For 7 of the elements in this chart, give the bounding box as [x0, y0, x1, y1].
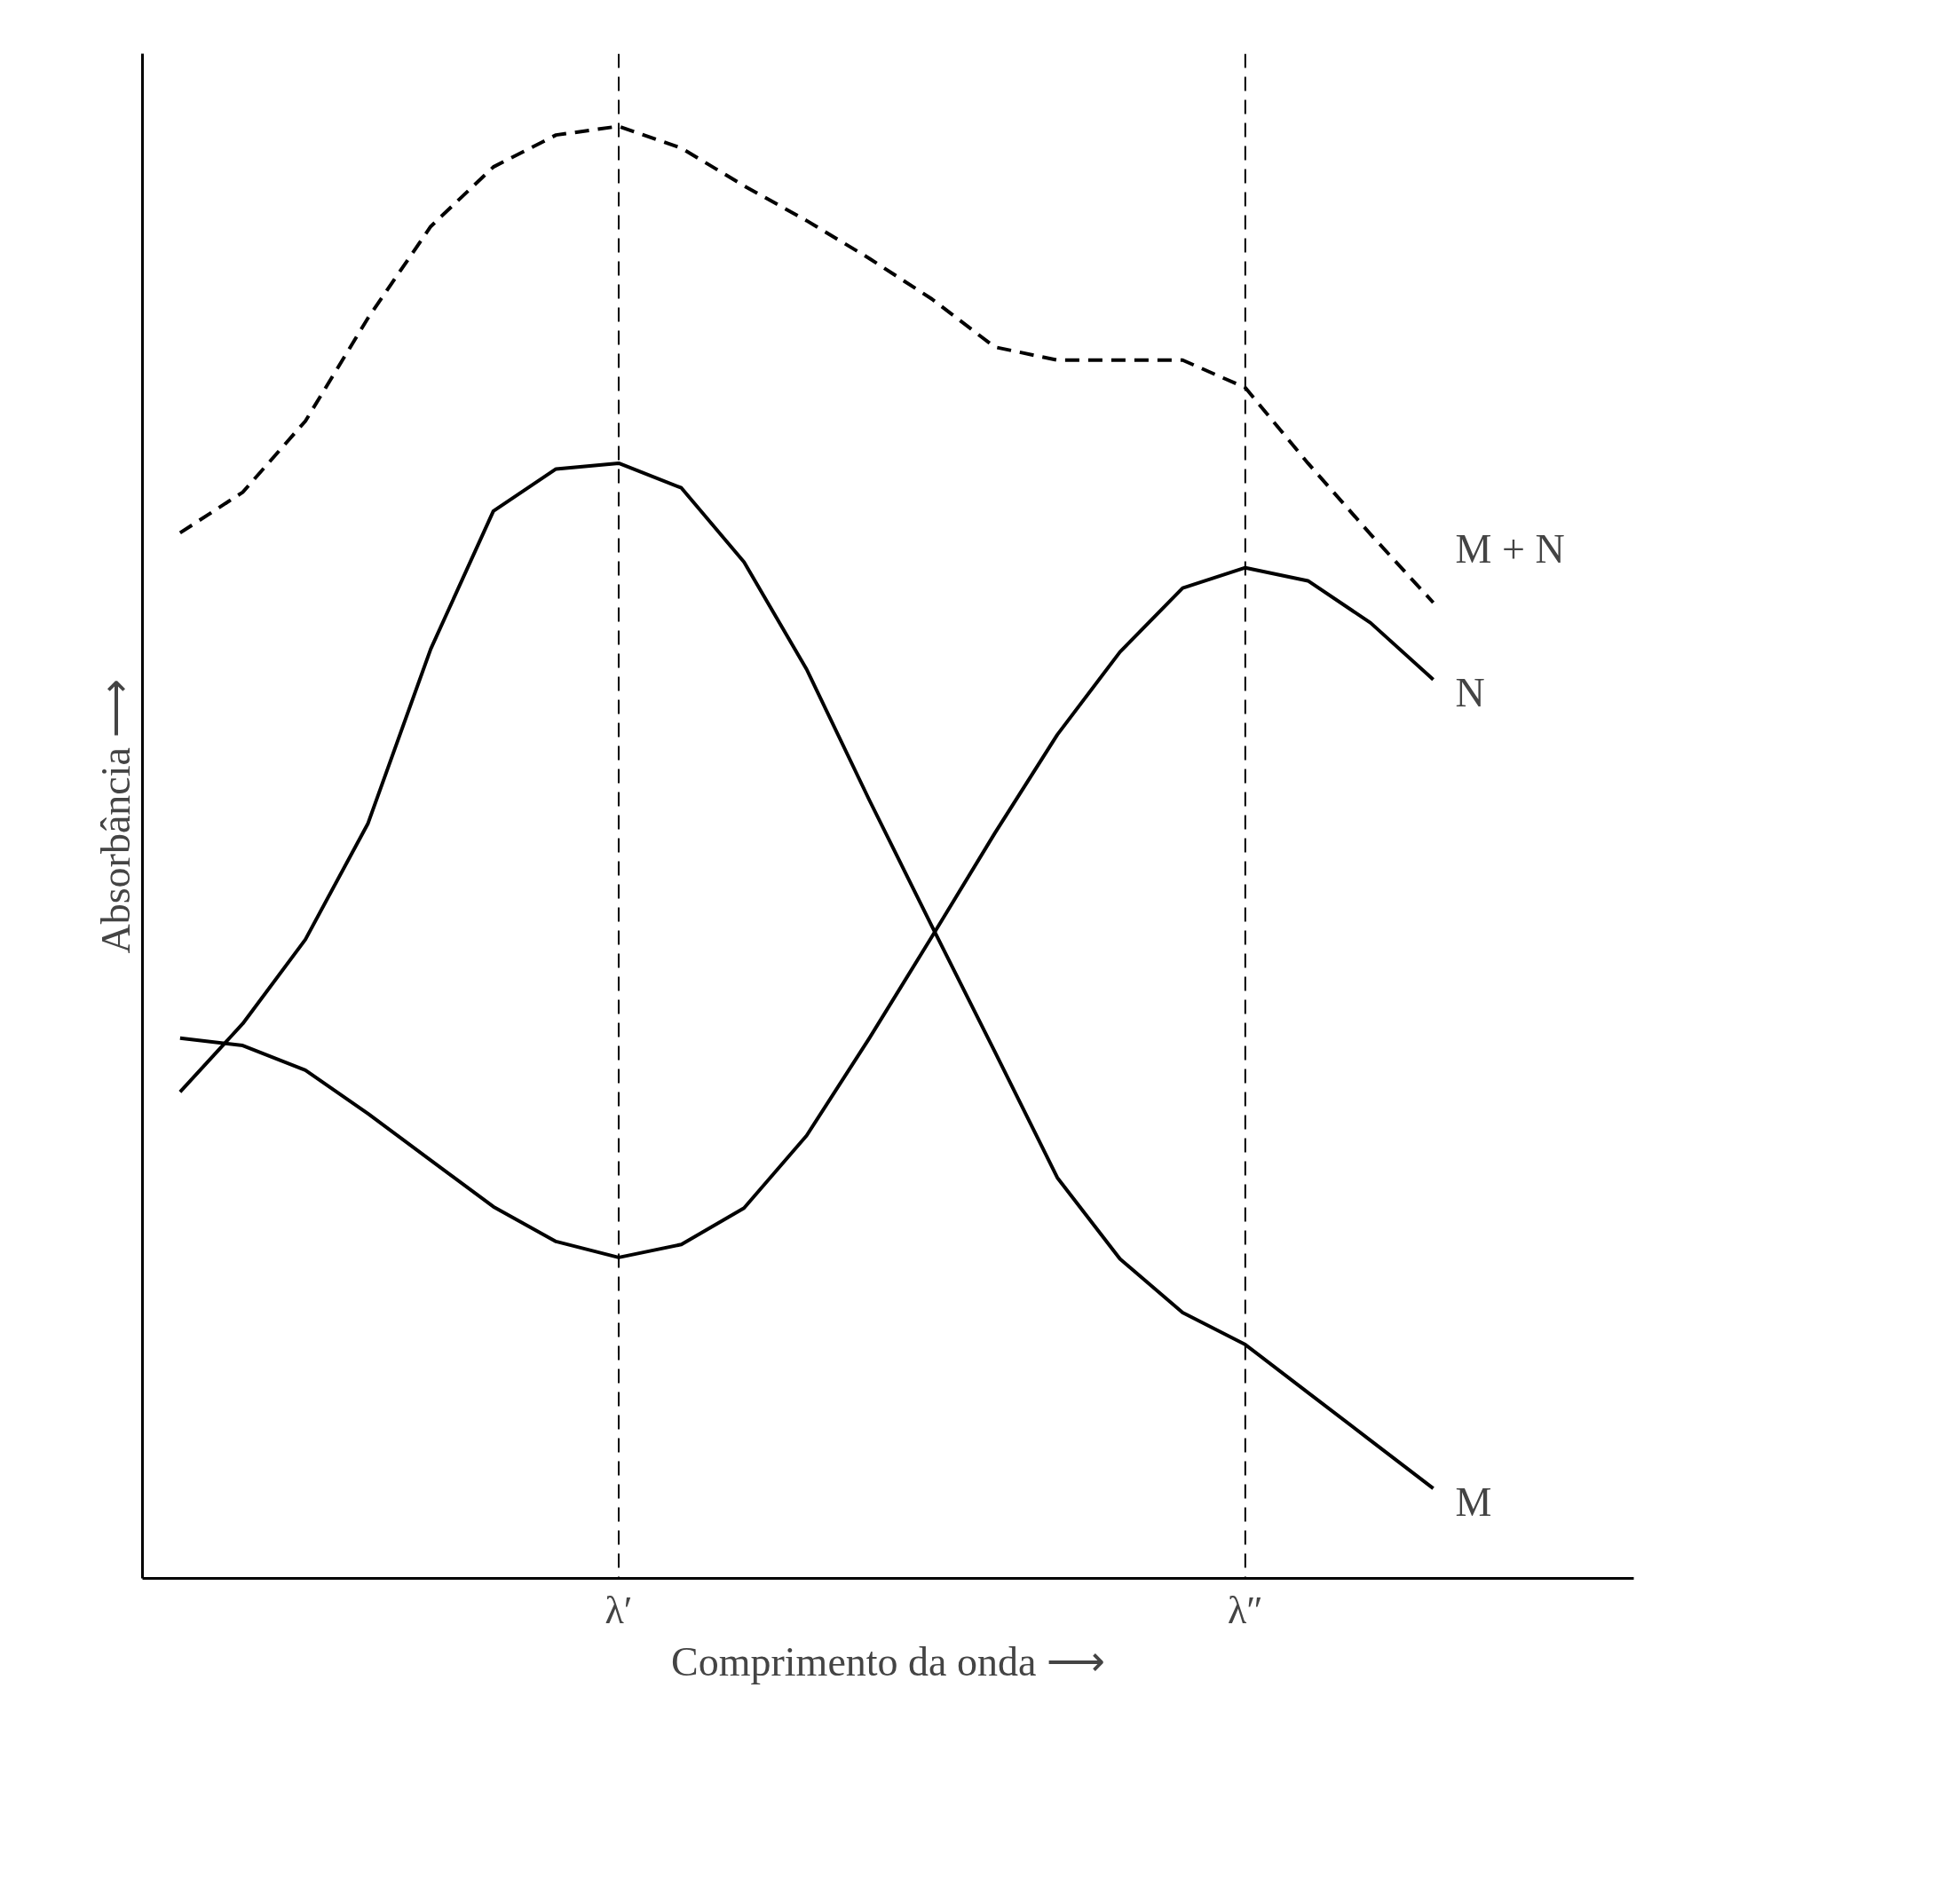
- series-label: M + N: [1455, 526, 1565, 572]
- series-label: N: [1455, 670, 1485, 716]
- series-label: M: [1455, 1479, 1492, 1525]
- x-axis-title: Comprimento da onda ⟶: [671, 1638, 1105, 1684]
- y-axis-title: Absorbância ⟶: [92, 678, 138, 954]
- x-tick-label: λ′: [605, 1588, 633, 1632]
- x-tick-label: λ″: [1228, 1588, 1263, 1632]
